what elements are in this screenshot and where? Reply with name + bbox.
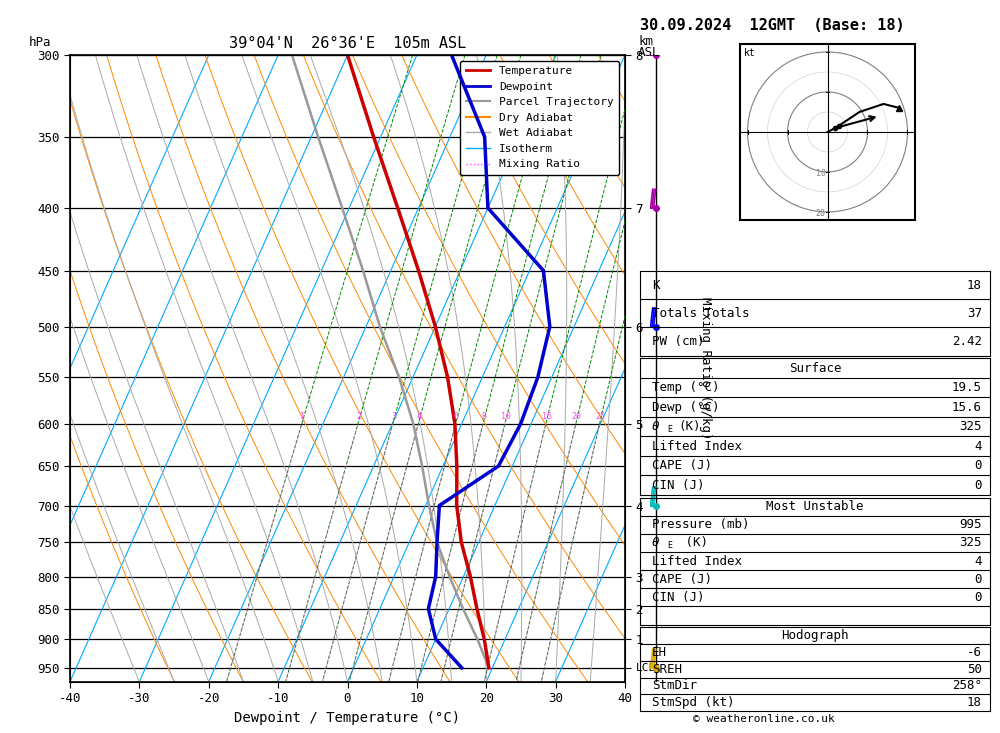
Y-axis label: Mixing Ratio (g/kg): Mixing Ratio (g/kg)	[699, 297, 712, 440]
Text: StmSpd (kt): StmSpd (kt)	[652, 696, 734, 709]
Text: 4: 4	[417, 412, 422, 421]
Text: kt: kt	[744, 48, 755, 58]
Text: SREH: SREH	[652, 663, 682, 676]
Text: E: E	[667, 425, 672, 434]
Title: 39°04'N  26°36'E  105m ASL: 39°04'N 26°36'E 105m ASL	[229, 36, 466, 51]
Text: 4: 4	[974, 440, 982, 452]
Text: Pressure (mb): Pressure (mb)	[652, 518, 750, 531]
Text: 25: 25	[595, 412, 605, 421]
Text: CIN (J): CIN (J)	[652, 591, 704, 604]
Text: hPa: hPa	[28, 36, 51, 48]
Text: Totals Totals: Totals Totals	[652, 307, 750, 320]
Text: Most Unstable: Most Unstable	[766, 500, 864, 513]
Text: E: E	[667, 542, 672, 550]
Text: km: km	[638, 34, 653, 48]
Text: 0: 0	[974, 572, 982, 586]
Text: 995: 995	[960, 518, 982, 531]
Text: Lifted Index: Lifted Index	[652, 555, 742, 567]
Text: 30.09.2024  12GMT  (Base: 18): 30.09.2024 12GMT (Base: 18)	[640, 18, 905, 33]
Text: 18: 18	[967, 279, 982, 292]
Text: 0: 0	[974, 591, 982, 604]
Text: 10: 10	[816, 169, 826, 178]
Text: 20: 20	[816, 209, 826, 218]
Text: Dewp (°C): Dewp (°C)	[652, 401, 720, 413]
Text: CAPE (J): CAPE (J)	[652, 572, 712, 586]
Text: 2.42: 2.42	[952, 335, 982, 348]
Text: (K): (K)	[678, 420, 700, 433]
Text: 4: 4	[974, 555, 982, 567]
Text: 10: 10	[501, 412, 511, 421]
Text: 37: 37	[967, 307, 982, 320]
Text: 15: 15	[542, 412, 552, 421]
Text: θ: θ	[652, 537, 660, 550]
Text: 3: 3	[391, 412, 396, 421]
Text: 6: 6	[454, 412, 459, 421]
Text: 258°: 258°	[952, 679, 982, 693]
Text: EH: EH	[652, 646, 667, 659]
Text: 15.6: 15.6	[952, 401, 982, 413]
Text: 1: 1	[300, 412, 305, 421]
Text: 8: 8	[481, 412, 486, 421]
Text: Lifted Index: Lifted Index	[652, 440, 742, 452]
Text: Hodograph: Hodograph	[781, 630, 849, 642]
Text: 0: 0	[974, 479, 982, 492]
Text: (K): (K)	[678, 537, 708, 550]
Text: 18: 18	[967, 696, 982, 709]
Text: 325: 325	[960, 537, 982, 550]
Text: K: K	[652, 279, 660, 292]
Text: CIN (J): CIN (J)	[652, 479, 704, 492]
Text: θ: θ	[652, 420, 660, 433]
Text: CAPE (J): CAPE (J)	[652, 459, 712, 472]
Text: -6: -6	[967, 646, 982, 659]
Text: PW (cm): PW (cm)	[652, 335, 704, 348]
Text: © weatheronline.co.uk: © weatheronline.co.uk	[693, 714, 835, 724]
Text: Surface: Surface	[789, 361, 841, 375]
Text: 325: 325	[960, 420, 982, 433]
Text: 19.5: 19.5	[952, 381, 982, 394]
Legend: Temperature, Dewpoint, Parcel Trajectory, Dry Adiabat, Wet Adiabat, Isotherm, Mi: Temperature, Dewpoint, Parcel Trajectory…	[460, 61, 619, 175]
Text: 20: 20	[572, 412, 582, 421]
Text: 50: 50	[967, 663, 982, 676]
X-axis label: Dewpoint / Temperature (°C): Dewpoint / Temperature (°C)	[234, 711, 461, 725]
Text: ASL: ASL	[638, 45, 660, 59]
Text: Temp (°C): Temp (°C)	[652, 381, 720, 394]
Text: LCL: LCL	[636, 663, 656, 674]
Text: StmDir: StmDir	[652, 679, 697, 693]
Text: 0: 0	[974, 459, 982, 472]
Text: 2: 2	[356, 412, 361, 421]
